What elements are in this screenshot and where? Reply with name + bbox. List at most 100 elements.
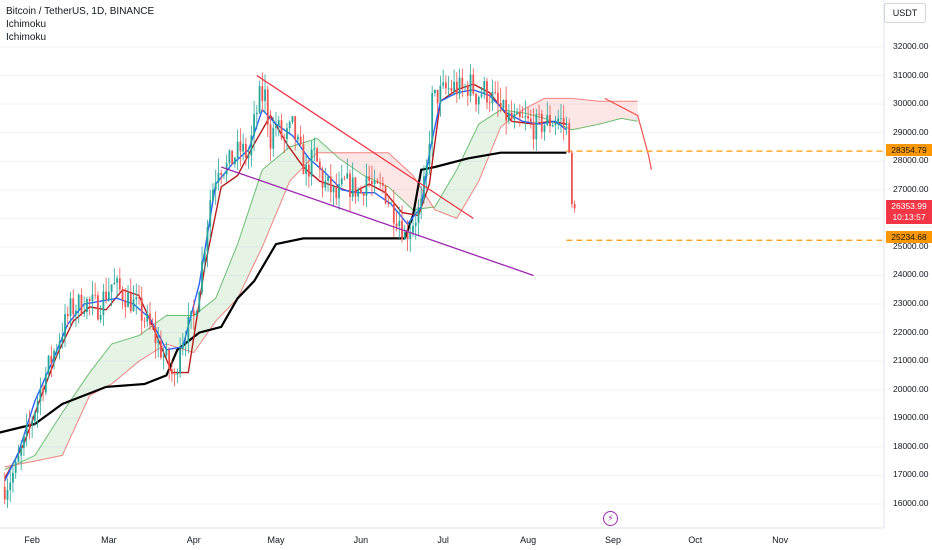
lightning-icon[interactable]: ⚡	[603, 511, 618, 526]
candle-body	[529, 118, 532, 122]
candle-body	[154, 326, 157, 344]
cloud-segment	[122, 339, 126, 375]
candle-body	[568, 123, 571, 153]
cloud-segment	[97, 358, 101, 392]
candle-body	[538, 113, 540, 115]
candle-body	[409, 232, 412, 240]
cloud-segment	[287, 147, 290, 188]
current-price-tag: 26353.99 10:13:57	[886, 200, 932, 224]
cloud-segment	[45, 434, 49, 459]
candle-body	[307, 164, 310, 177]
cloud-segment	[492, 113, 496, 148]
cloud-segment	[262, 167, 265, 247]
candle-body	[494, 91, 497, 93]
candle-body	[80, 294, 83, 314]
cloud-segment	[399, 162, 402, 200]
candle-body	[338, 184, 340, 199]
candle-body	[266, 89, 269, 125]
candles	[3, 64, 576, 509]
cloud-segment	[59, 412, 63, 456]
cloud-segment	[525, 107, 529, 115]
cloud-segment	[632, 101, 635, 121]
candle-body	[146, 313, 149, 322]
candle-body	[464, 86, 466, 88]
candle-body	[540, 113, 543, 132]
candle-body	[403, 231, 406, 240]
candle-body	[217, 173, 220, 183]
cloud-segment	[385, 152, 389, 187]
cloud-segment	[150, 325, 153, 355]
candle-body	[214, 182, 217, 190]
candle-body	[201, 261, 203, 293]
candle-body	[17, 455, 20, 462]
candle-body	[6, 489, 9, 500]
candle-body	[179, 348, 181, 374]
candle-body	[362, 193, 365, 196]
x-tick-label: Oct	[688, 535, 703, 545]
candle-body	[387, 203, 390, 205]
candle-body	[332, 186, 335, 193]
cloud-segment	[56, 416, 60, 457]
candle-body	[417, 207, 420, 223]
cloud-segment	[119, 340, 123, 378]
x-tick-label: Apr	[186, 535, 201, 545]
trendline-upper	[256, 75, 474, 219]
y-tick-label: 16000.00	[893, 497, 929, 508]
cloud-segment	[574, 98, 578, 130]
candle-body	[160, 340, 162, 358]
candle-body	[346, 173, 349, 179]
cloud-segment	[456, 164, 460, 219]
candle-body	[521, 117, 524, 118]
cloud-segment	[336, 152, 339, 159]
cloud-segment	[67, 400, 71, 444]
cloud-segment	[70, 396, 74, 438]
cloud-segment	[593, 100, 597, 126]
cloud-segment	[48, 429, 52, 459]
cloud-segment	[229, 257, 233, 307]
candle-body	[488, 102, 491, 104]
candle-body	[335, 186, 338, 199]
candle-body	[20, 447, 23, 456]
candle-body	[302, 144, 305, 174]
y-tick-label: 28000.00	[893, 155, 929, 166]
candle-body	[477, 96, 480, 105]
cloud-segment	[254, 186, 257, 265]
candle-body	[69, 298, 72, 317]
cloud-segment	[270, 160, 274, 228]
cloud-segment	[577, 99, 581, 129]
cloud-segment	[276, 156, 279, 215]
y-tick-label: 30000.00	[893, 98, 929, 109]
candle-body	[181, 343, 184, 349]
candle-body	[351, 177, 354, 197]
candle-body	[483, 81, 486, 95]
indicator-label[interactable]: Ichimoku	[6, 19, 47, 30]
cloud-segment	[629, 101, 633, 121]
cloud-segment	[396, 160, 400, 198]
cloud-segment	[92, 365, 96, 394]
y-tick-label: 25000.00	[893, 240, 929, 251]
cloud-segment	[226, 264, 230, 310]
cloud-segment	[571, 98, 575, 130]
candle-body	[168, 349, 171, 370]
currency-button[interactable]: USDT	[884, 3, 926, 23]
cloud-segment	[207, 302, 211, 333]
ichimoku-cloud	[0, 46, 884, 505]
candle-body	[535, 113, 538, 140]
candle-body	[58, 341, 61, 350]
candle-body	[280, 120, 283, 138]
candle-body	[480, 94, 483, 97]
cloud-segment	[402, 165, 405, 203]
candle-body	[121, 289, 124, 301]
candle-body	[209, 200, 212, 227]
candle-body	[573, 204, 576, 209]
x-tick-label: May	[267, 535, 285, 545]
candle-body	[242, 143, 245, 152]
indicator-lines	[0, 83, 652, 482]
cloud-segment	[267, 163, 271, 234]
cloud-segment	[169, 315, 172, 346]
cloud-segment	[613, 101, 616, 121]
candle-body	[368, 176, 371, 181]
indicator-label[interactable]: Ichimoku	[6, 32, 47, 43]
cloud-segment	[218, 284, 222, 319]
